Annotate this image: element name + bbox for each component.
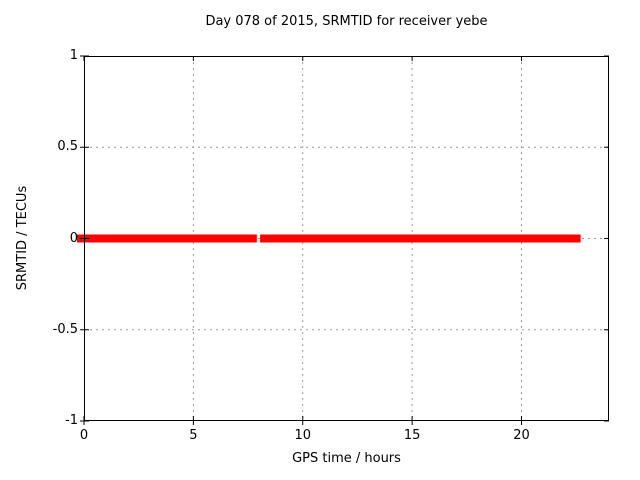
y-tick-label: -1: [65, 413, 78, 428]
chart-title: Day 078 of 2015, SRMTID for receiver yeb…: [205, 14, 488, 29]
x-tick-label: 20: [513, 428, 530, 443]
y-tick-label: 0: [69, 230, 78, 246]
y-tick-label: -0.5: [52, 321, 78, 337]
x-tick-label: 0: [79, 428, 89, 443]
x-axis-label: GPS time / hours: [292, 451, 401, 466]
y-axis-label: SRMTID / TECUs: [15, 185, 30, 291]
x-tick-label: 5: [189, 428, 198, 443]
x-tick-label: 10: [294, 428, 312, 443]
x-tick-label: 15: [403, 428, 421, 443]
plot-area: [77, 55, 609, 425]
y-tick-label: 0.5: [57, 139, 78, 155]
y-tick-label: 1: [69, 48, 78, 63]
